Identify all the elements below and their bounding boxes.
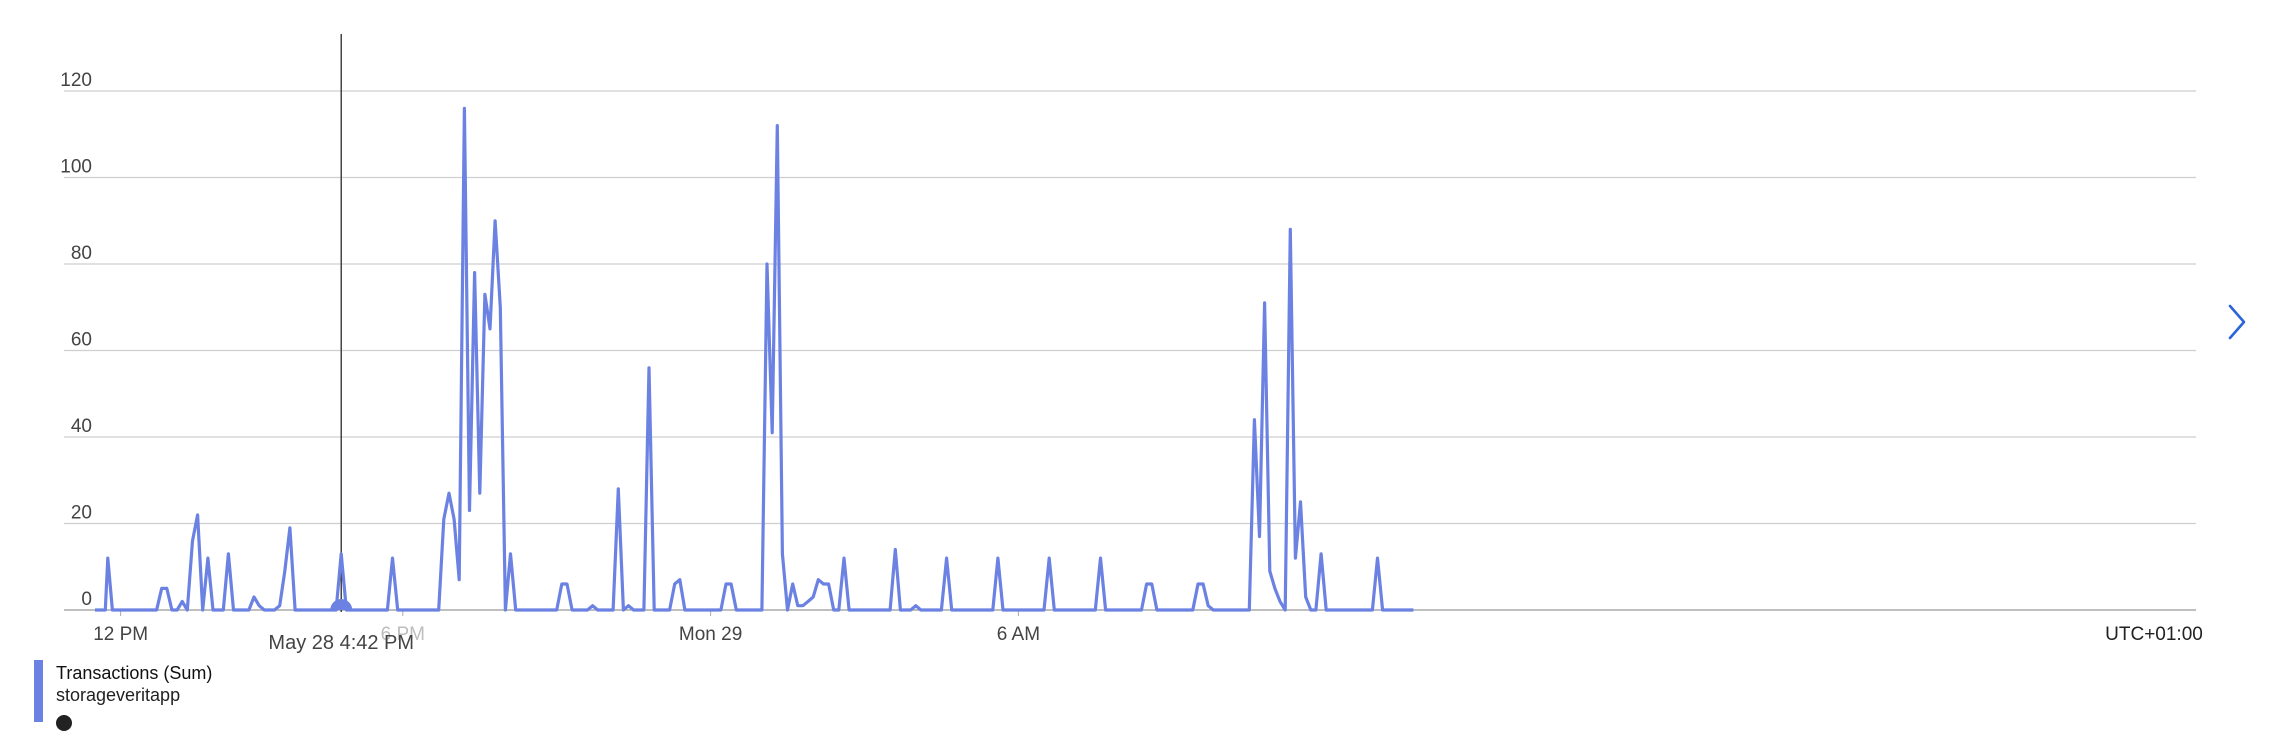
legend-resource-name: storageveritapp [56, 685, 181, 705]
y-tick-label: 20 [71, 503, 92, 524]
x-tick-label: 6 AM [997, 624, 1040, 645]
x-tick-label: 12 PM [93, 624, 148, 645]
hover-point-marker[interactable] [330, 599, 353, 610]
legend-resource-icon [56, 715, 72, 731]
legend-color-swatch [34, 660, 43, 722]
grid-lines [64, 90, 2196, 611]
x-tick-label: 6 PM [381, 624, 425, 645]
transactions-line-chart: 0 20 40 60 80 100 120 12 PM 6 PM Mon 29 6 AM May … [60, 34, 2203, 654]
x-axis-ticks: 12 PM 6 PM Mon 29 6 AM [93, 610, 1040, 645]
series-line-transactions [95, 106, 1414, 612]
x-tick-label: Mon 29 [679, 624, 742, 645]
chevron-right-icon [2228, 304, 2246, 340]
y-tick-label: 0 [81, 589, 92, 610]
hover-time-label: May 28 4:42 PM [268, 632, 414, 654]
timezone-label: UTC+01:00 [2105, 624, 2203, 645]
y-tick-label: 100 [60, 157, 92, 178]
y-tick-label: 60 [71, 330, 92, 351]
y-axis-ticks: 0 20 40 60 80 100 120 [60, 70, 92, 610]
next-period-button[interactable] [2222, 300, 2252, 344]
y-tick-label: 120 [60, 70, 92, 91]
y-tick-label: 80 [71, 243, 92, 264]
legend-series-name: Transactions (Sum) [56, 663, 213, 683]
y-tick-label: 40 [71, 416, 92, 437]
